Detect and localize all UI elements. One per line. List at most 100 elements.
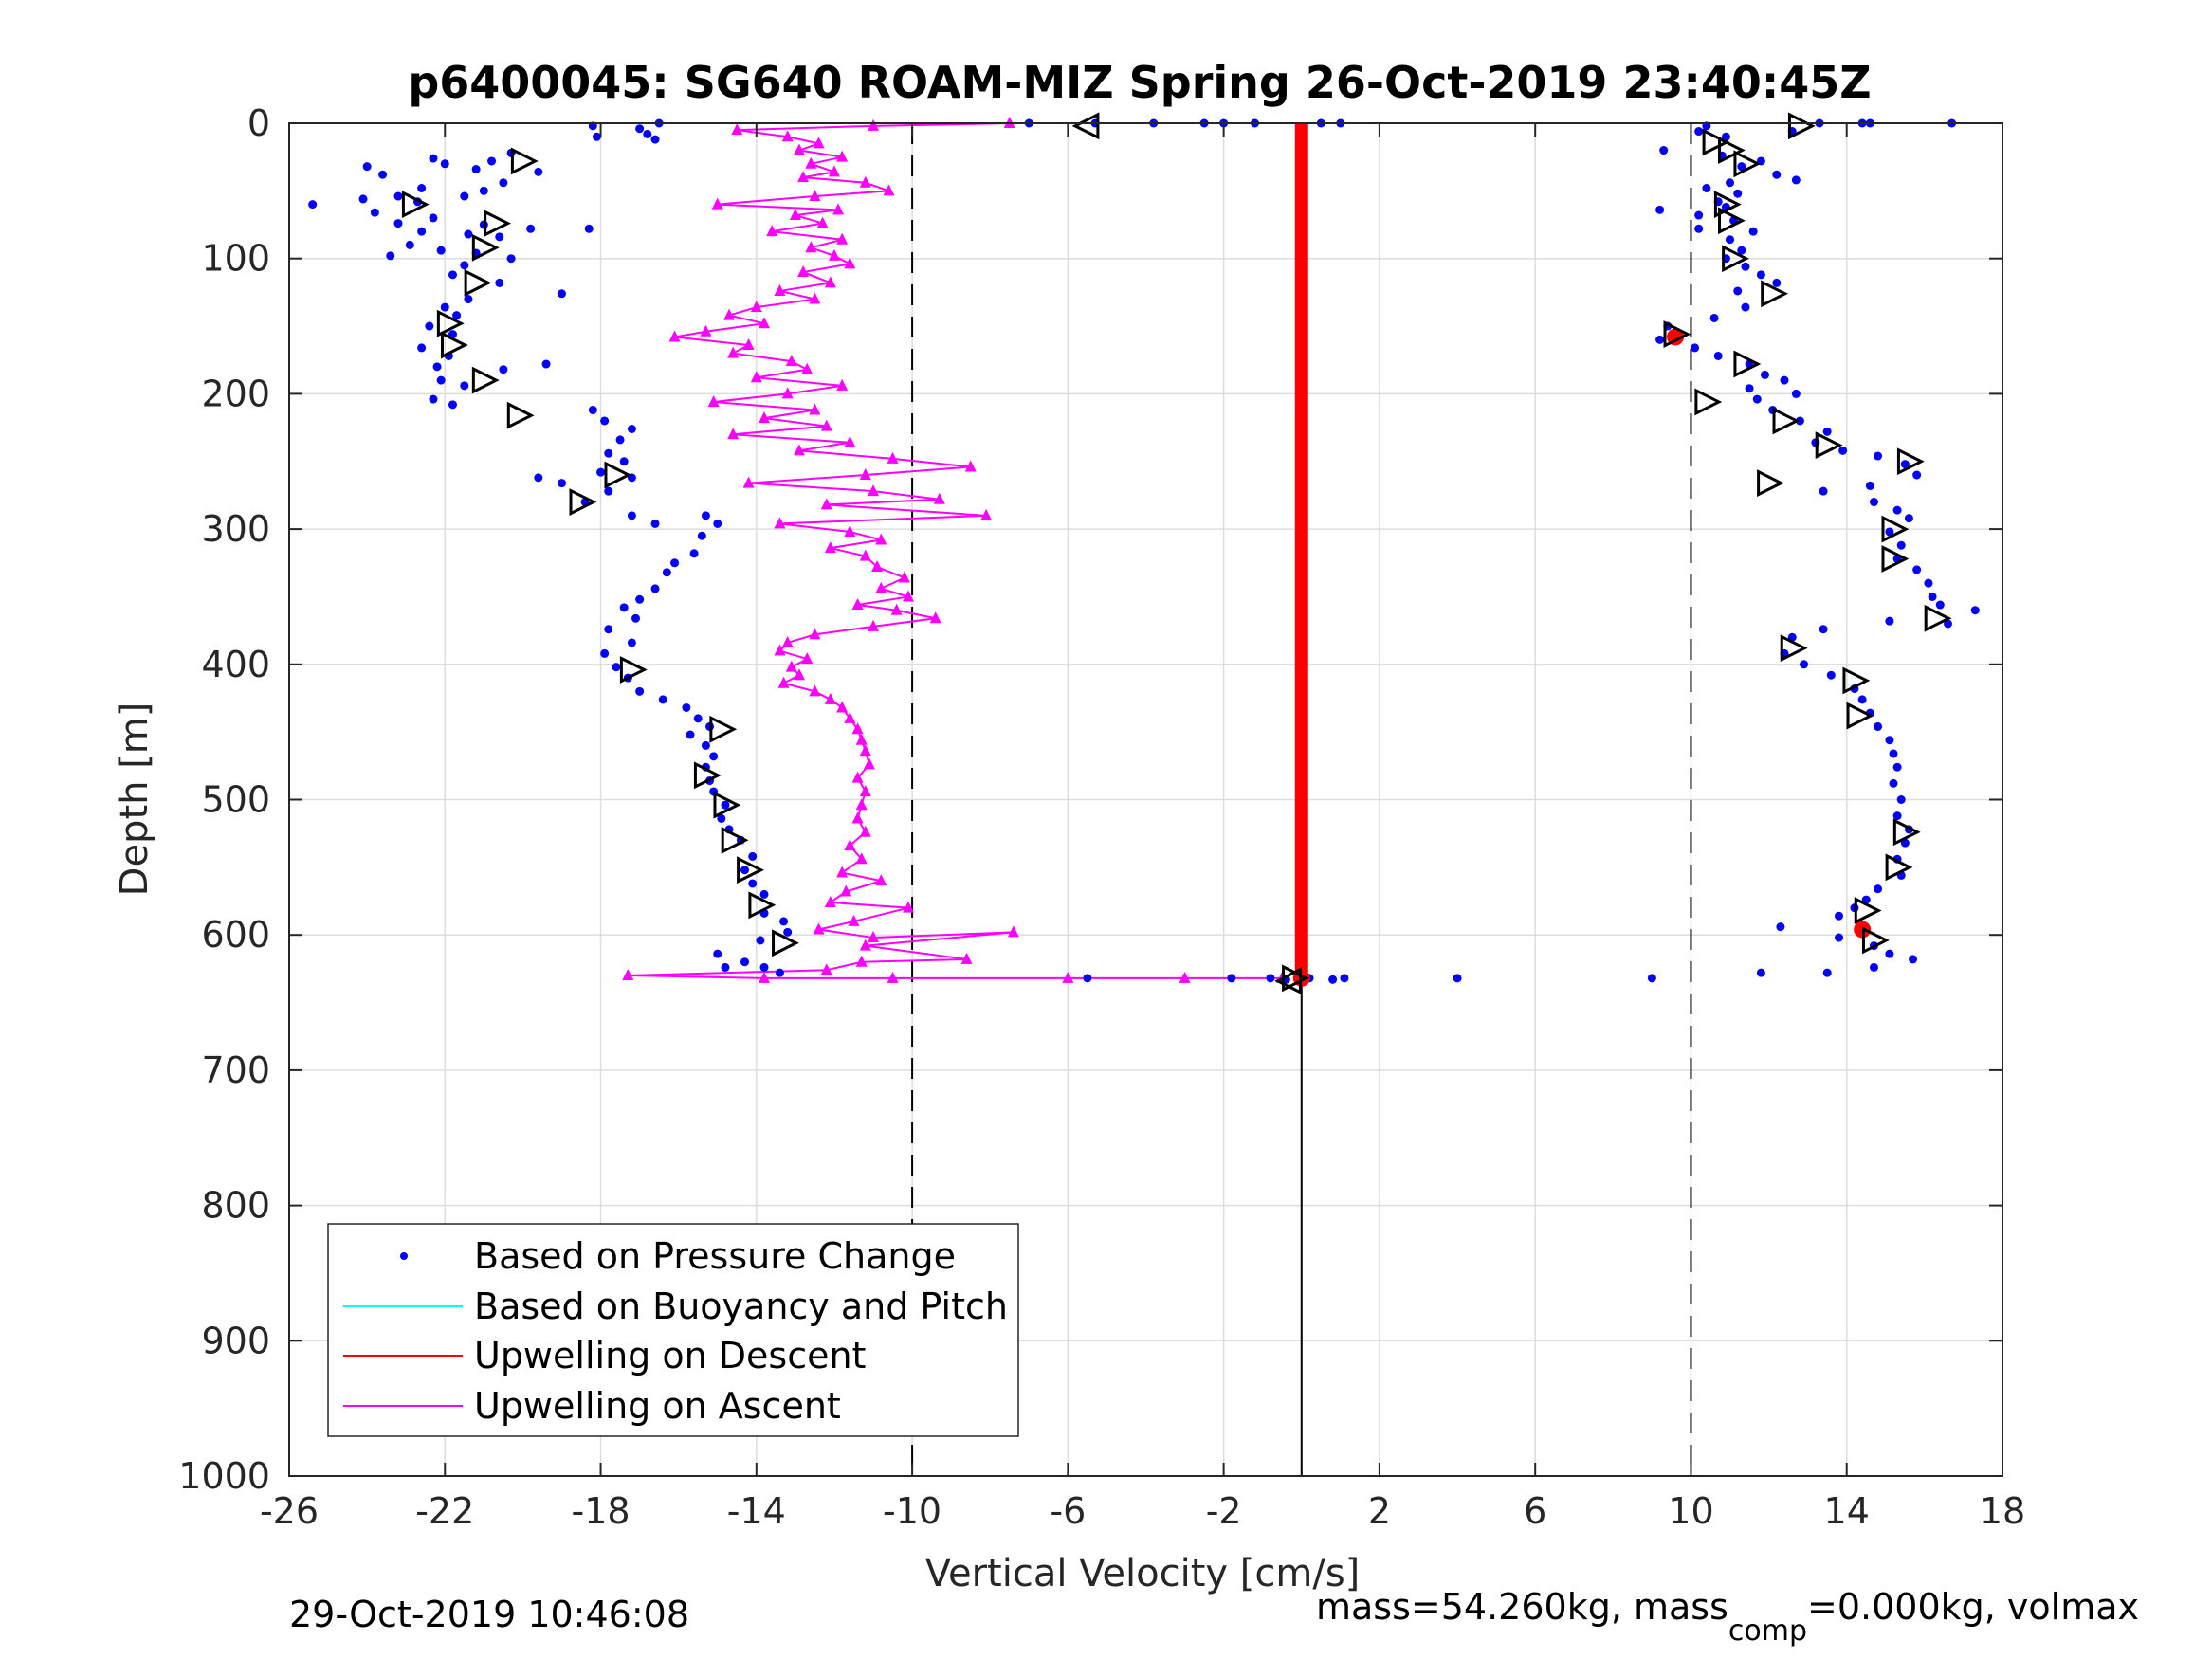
- pressure-point: [436, 246, 446, 255]
- x-tick-label: -6: [1050, 1490, 1086, 1532]
- y-tick-label: 200: [201, 373, 270, 414]
- pressure-point: [1889, 778, 1898, 788]
- footer-mass-text-2: =0.000kg, volmax: [1807, 1586, 2139, 1628]
- triangle-right-marker: [464, 268, 492, 297]
- pressure-point: [541, 359, 551, 369]
- pressure-point: [1737, 246, 1746, 255]
- ascent-marker: [875, 874, 887, 886]
- ascent-marker: [801, 362, 814, 374]
- pressure-point: [1928, 592, 1937, 601]
- pressure-point: [1655, 205, 1665, 214]
- ascent-marker: [793, 668, 805, 681]
- ascent-marker: [875, 581, 887, 593]
- ascent-marker: [851, 811, 864, 824]
- pressure-point: [1733, 286, 1743, 296]
- pressure-point: [526, 224, 536, 233]
- pressure-point: [495, 232, 504, 242]
- triangle-right-marker: [1780, 634, 1808, 663]
- pressure-point: [1944, 619, 1953, 629]
- ascent-marker: [902, 901, 914, 913]
- ascent-marker: [851, 771, 864, 783]
- triangle-right-marker: [1787, 112, 1816, 140]
- ascent-marker: [863, 757, 875, 770]
- pressure-point: [464, 229, 473, 239]
- pressure-point: [452, 311, 462, 320]
- pressure-point: [650, 135, 660, 144]
- legend-entry: Upwelling on Descent: [474, 1335, 866, 1376]
- ascent-marker: [809, 403, 821, 415]
- y-tick-label: 600: [201, 914, 270, 956]
- ascent-marker: [836, 866, 849, 878]
- x-tick-label: -14: [727, 1490, 786, 1532]
- legend-entry: Based on Pressure Change: [474, 1235, 956, 1277]
- y-tick-label: 300: [201, 508, 270, 550]
- ascent-marker: [759, 971, 771, 983]
- pressure-point: [689, 549, 699, 558]
- pressure-point: [417, 343, 427, 353]
- pressure-point: [448, 400, 457, 410]
- pressure-point: [1726, 235, 1735, 245]
- ascent-marker: [820, 963, 832, 975]
- pressure-point: [717, 813, 726, 823]
- x-tick-label: -26: [260, 1490, 319, 1532]
- x-tick-label: 14: [1824, 1490, 1870, 1532]
- reference-lines: [911, 123, 1692, 1476]
- y-axis-label: Depth [m]: [113, 702, 156, 897]
- triangle-right-marker: [1892, 818, 1921, 847]
- pressure-point: [1896, 540, 1906, 550]
- pressure-point: [1822, 968, 1832, 977]
- legend-box: [327, 1223, 1019, 1437]
- ascent-marker: [731, 123, 743, 136]
- triangle-right-marker: [1885, 853, 1913, 882]
- pressure-point: [425, 321, 434, 331]
- y-tick-label: 900: [201, 1320, 270, 1361]
- ascent-marker: [875, 533, 887, 545]
- pressure-point: [393, 219, 403, 228]
- pressure-point: [783, 927, 793, 937]
- pressure-point: [534, 473, 543, 483]
- pressure-point: [1694, 210, 1704, 220]
- pressure-point: [378, 170, 388, 179]
- pressure-point: [1733, 189, 1743, 198]
- pressure-point: [693, 714, 703, 723]
- pressure-point: [460, 191, 469, 201]
- pressure-point: [417, 227, 427, 236]
- ascent-marker: [836, 701, 849, 713]
- pressure-point: [1741, 262, 1750, 271]
- pressure-point: [429, 394, 438, 404]
- triangle-right-marker: [401, 191, 430, 219]
- pressure-point: [1896, 795, 1906, 804]
- ascent-marker: [855, 955, 868, 967]
- ascent-marker: [785, 660, 797, 672]
- pressure-point: [600, 416, 610, 426]
- triangle-right-marker: [748, 891, 777, 920]
- pressure-point: [1865, 481, 1874, 490]
- pressure-point: [1702, 183, 1711, 192]
- triangle-right-marker: [1815, 431, 1843, 460]
- pressure-point: [1970, 606, 1980, 615]
- ascent-marker: [816, 216, 829, 228]
- ascent-marker: [851, 598, 864, 611]
- pressure-point: [635, 594, 645, 604]
- pressure-point: [1826, 670, 1836, 680]
- ascent-marker: [813, 922, 825, 935]
- ascent-marker: [890, 603, 903, 615]
- ascent-marker: [960, 952, 973, 964]
- ascent-marker: [707, 394, 720, 407]
- pressure-point: [779, 917, 789, 926]
- pressure-point: [604, 625, 613, 634]
- footer-mass-text: mass=54.260kg, mass: [1316, 1586, 1728, 1628]
- ascent-marker: [781, 130, 794, 142]
- ascent-marker: [793, 143, 805, 155]
- pressure-point: [670, 558, 680, 568]
- ascent-marker: [868, 118, 880, 131]
- ascent-marker: [774, 644, 786, 656]
- pressure-point: [1904, 514, 1913, 523]
- ascent-marker: [797, 264, 810, 277]
- pressure-point: [635, 686, 645, 696]
- ascent-marker: [933, 492, 945, 504]
- ascent-marker: [964, 460, 977, 472]
- pressure-point: [740, 957, 749, 967]
- pressure-point: [1726, 178, 1735, 188]
- ascent-marker: [820, 498, 832, 510]
